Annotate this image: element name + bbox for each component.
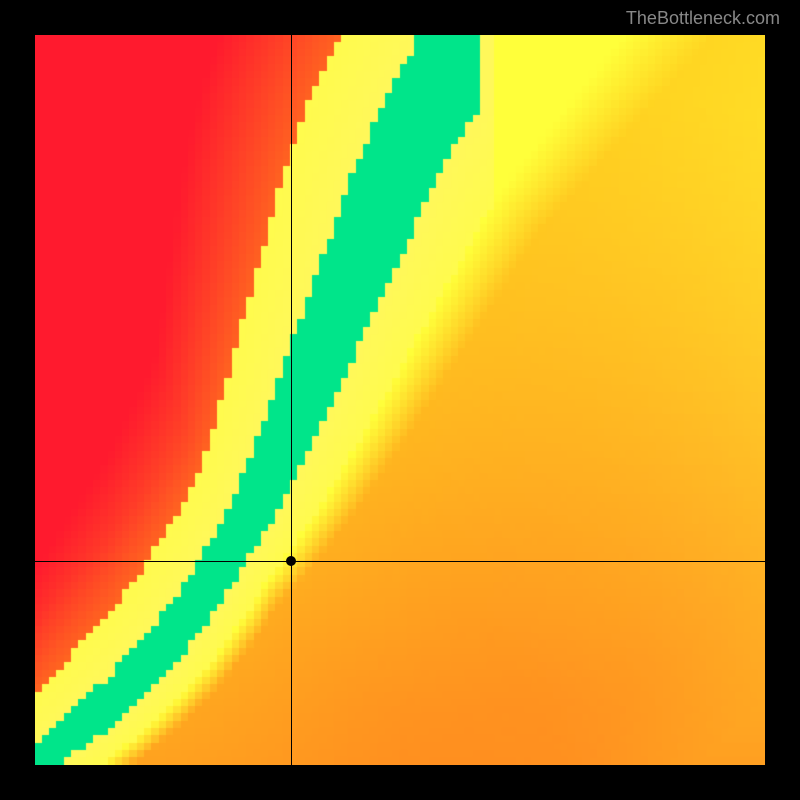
watermark-text: TheBottleneck.com — [626, 8, 780, 29]
heatmap-canvas — [35, 35, 765, 765]
crosshair-vertical — [291, 35, 292, 765]
heatmap-plot — [35, 35, 765, 765]
crosshair-horizontal — [35, 561, 765, 562]
marker-dot — [286, 556, 296, 566]
